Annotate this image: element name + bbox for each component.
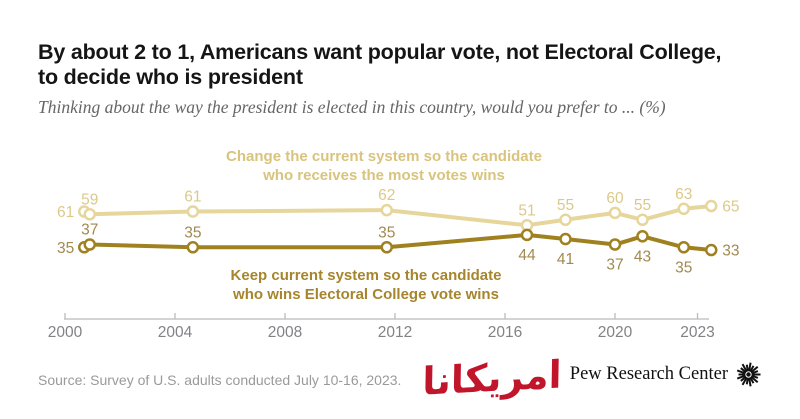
data-point bbox=[380, 241, 393, 254]
data-point bbox=[608, 238, 622, 251]
starburst-ray bbox=[748, 377, 752, 387]
value-label: 55 bbox=[557, 197, 574, 214]
value-label: 55 bbox=[634, 197, 651, 214]
data-point bbox=[705, 243, 718, 257]
starburst-hub bbox=[746, 372, 751, 377]
starburst-ray bbox=[748, 362, 752, 372]
data-point bbox=[636, 213, 649, 227]
value-label: 65 bbox=[722, 199, 739, 216]
x-axis-tick-label: 2008 bbox=[268, 324, 302, 341]
value-label: 60 bbox=[606, 190, 624, 207]
data-point bbox=[559, 232, 572, 246]
data-point bbox=[83, 208, 96, 221]
brand-name: Pew Research Center bbox=[569, 364, 728, 384]
x-axis-tick-label: 2012 bbox=[378, 324, 412, 341]
value-label: 63 bbox=[675, 186, 692, 203]
starburst-ray bbox=[741, 376, 748, 386]
title-line-2: to decide who is president bbox=[38, 64, 303, 89]
chart-subtitle: Thinking about the way the president is … bbox=[38, 97, 666, 117]
data-point bbox=[677, 202, 690, 216]
starburst-ray bbox=[750, 375, 759, 383]
series-label-keep: Keep current system so the candidate who… bbox=[231, 266, 502, 304]
x-axis-tick-label: 2016 bbox=[488, 324, 522, 341]
source-note: Source: Survey of U.S. adults conducted … bbox=[38, 372, 402, 388]
value-label: 44 bbox=[518, 247, 536, 264]
x-axis-tick-label: 2004 bbox=[158, 324, 193, 341]
value-label: 41 bbox=[557, 251, 574, 268]
value-label: 61 bbox=[184, 189, 201, 206]
value-label: 33 bbox=[722, 243, 739, 260]
starburst-ray bbox=[749, 376, 755, 384]
starburst-ray bbox=[736, 369, 746, 375]
series-label-keep-line1: Keep current system so the candidate bbox=[230, 267, 502, 284]
x-axis-tick-label: 2023 bbox=[680, 324, 714, 341]
data-point bbox=[608, 206, 622, 220]
title-line-1: By about 2 to 1, Americans want popular … bbox=[38, 40, 722, 64]
starburst-ray bbox=[749, 365, 755, 373]
series-label-keep-line2: who wins Electoral College vote wins bbox=[233, 286, 499, 304]
starburst-ray bbox=[745, 377, 749, 385]
data-point bbox=[83, 238, 96, 251]
watermark-logo: امریکانا bbox=[422, 352, 562, 404]
starburst-ray bbox=[745, 364, 749, 372]
series-label-change: Change the current system so the candida… bbox=[226, 147, 542, 185]
value-label: 35 bbox=[184, 224, 201, 241]
series-label-change-line2: who receives the most votes wins bbox=[263, 167, 505, 185]
value-label: 62 bbox=[378, 187, 395, 204]
value-label: 35 bbox=[675, 259, 692, 276]
starburst-ray bbox=[740, 375, 747, 382]
x-axis-tick-label: 2020 bbox=[598, 324, 633, 341]
pew-starburst-icon bbox=[736, 362, 761, 387]
starburst-ray bbox=[740, 367, 747, 374]
data-point bbox=[559, 213, 572, 227]
chart-title: By about 2 to 1, Americans want popular … bbox=[38, 40, 738, 89]
series-label-change-line1: Change the current system so the candida… bbox=[226, 148, 542, 165]
value-label: 59 bbox=[81, 191, 98, 208]
data-point bbox=[380, 203, 393, 217]
data-point bbox=[186, 205, 200, 218]
value-label: 43 bbox=[634, 248, 651, 265]
starburst-ray bbox=[741, 363, 748, 373]
value-label: 51 bbox=[518, 202, 535, 219]
starburst-ray bbox=[751, 370, 759, 375]
starburst-ray bbox=[751, 374, 759, 379]
trend-line bbox=[82, 232, 714, 253]
data-point bbox=[520, 228, 534, 242]
starburst-ray bbox=[736, 374, 746, 380]
value-label: 37 bbox=[81, 222, 98, 239]
data-point bbox=[636, 230, 649, 243]
brand-block: Pew Research Center bbox=[570, 361, 762, 388]
data-point bbox=[705, 199, 718, 213]
value-label: 61 bbox=[57, 204, 74, 221]
data-point bbox=[186, 241, 200, 254]
value-label: 35 bbox=[57, 240, 74, 257]
starburst-ray bbox=[750, 366, 759, 374]
x-axis-tick-label: 2000 bbox=[48, 324, 83, 341]
value-label: 35 bbox=[378, 224, 395, 241]
trend-line bbox=[82, 204, 714, 228]
value-label: 37 bbox=[606, 257, 623, 274]
data-point bbox=[677, 241, 690, 254]
